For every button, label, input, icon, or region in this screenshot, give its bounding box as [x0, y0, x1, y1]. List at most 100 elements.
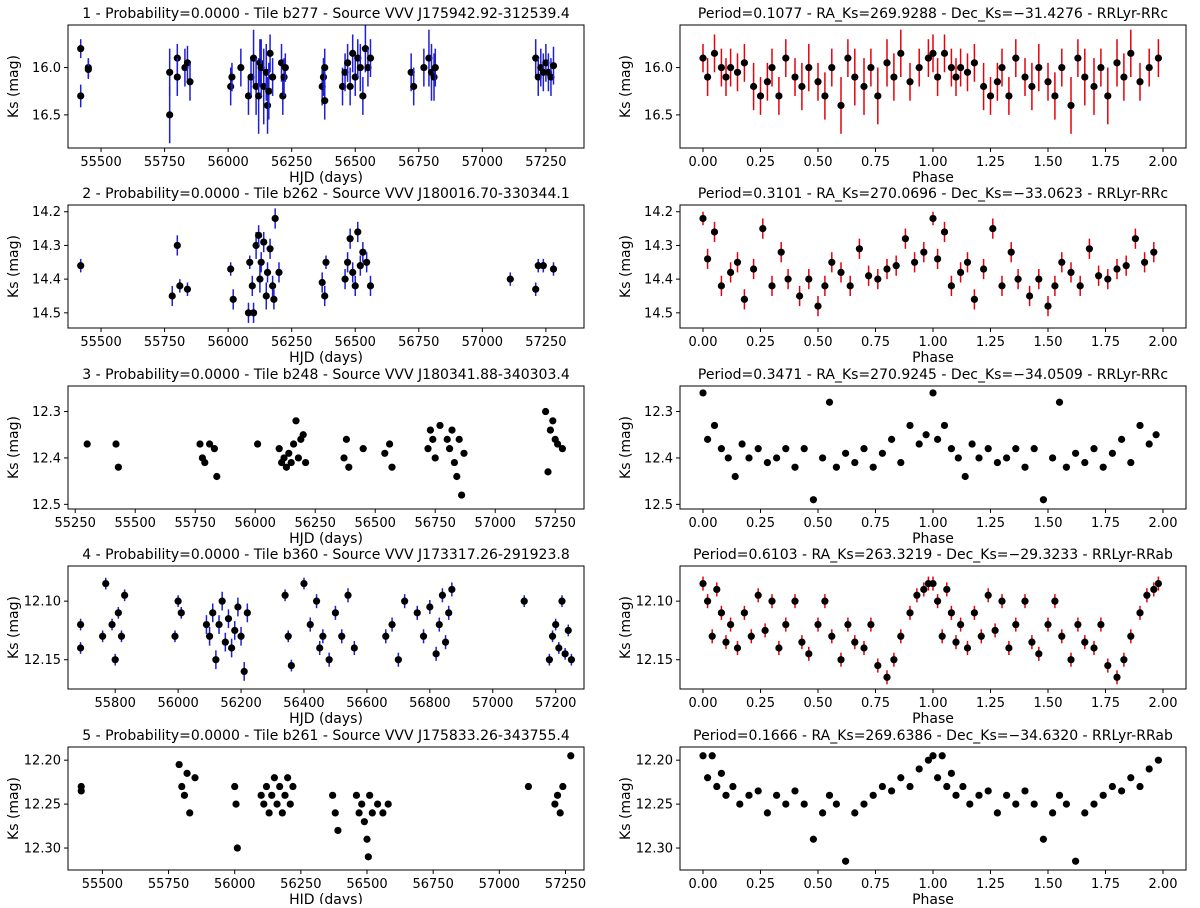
- data-point: [426, 603, 434, 611]
- data-point: [294, 454, 302, 462]
- data-point: [218, 597, 226, 605]
- data-point: [233, 844, 241, 852]
- x-tick-label: 57250: [535, 516, 576, 531]
- data-point: [255, 231, 263, 239]
- data-point: [1136, 782, 1144, 791]
- data-point: [745, 454, 753, 462]
- data-point: [915, 63, 923, 72]
- data-point: [874, 661, 882, 670]
- data-point: [906, 609, 914, 617]
- data-point: [191, 774, 199, 782]
- data-point: [545, 656, 553, 664]
- data-point: [943, 782, 951, 791]
- data-point: [888, 435, 896, 443]
- data-point: [851, 809, 859, 817]
- data-point: [968, 440, 976, 448]
- data-point: [1154, 579, 1162, 588]
- data-point: [993, 809, 1002, 817]
- data-point: [809, 496, 818, 504]
- x-tick-label: 1.00: [919, 335, 948, 350]
- data-point: [539, 262, 547, 270]
- data-point: [869, 463, 877, 471]
- data-point: [1118, 787, 1126, 795]
- chart-panel-1-lc: 1 - Probability=0.0000 - Tile b277 - Sou…: [6, 6, 585, 186]
- data-point: [775, 92, 783, 100]
- data-point: [959, 782, 967, 791]
- data-point: [321, 97, 329, 105]
- data-point: [952, 638, 960, 646]
- data-point: [759, 224, 767, 233]
- data-point: [733, 644, 742, 652]
- data-point: [717, 445, 726, 453]
- data-point: [558, 445, 567, 453]
- x-tick-label: 56250: [280, 877, 321, 892]
- data-point: [231, 782, 239, 791]
- data-point: [201, 458, 209, 467]
- data-point: [966, 800, 974, 808]
- x-tick-label: 0.00: [689, 877, 718, 892]
- data-point: [717, 63, 726, 72]
- data-point: [344, 59, 352, 67]
- data-point: [731, 472, 739, 481]
- data-point: [842, 449, 850, 457]
- data-point: [520, 597, 528, 605]
- data-point: [791, 597, 799, 605]
- data-point: [552, 620, 560, 629]
- data-point: [1067, 268, 1075, 276]
- x-tick-label: 56750: [415, 516, 456, 531]
- data-point: [292, 417, 300, 425]
- data-point: [364, 853, 372, 861]
- data-point: [710, 421, 719, 430]
- data-point: [761, 626, 769, 635]
- data-point: [934, 597, 942, 605]
- data-point: [460, 449, 468, 457]
- data-point: [1145, 765, 1153, 773]
- data-point: [1154, 756, 1162, 764]
- x-tick-label: 55750: [144, 155, 185, 170]
- data-point: [940, 49, 949, 57]
- x-tick-label: 57000: [462, 155, 503, 170]
- data-point: [980, 82, 988, 91]
- data-point: [952, 791, 960, 799]
- data-point: [318, 278, 326, 287]
- data-point: [1003, 454, 1011, 462]
- data-point: [957, 620, 965, 629]
- data-point: [166, 68, 174, 76]
- x-tick-label: 1.75: [1091, 155, 1120, 170]
- data-point: [754, 787, 762, 795]
- data-point: [1127, 49, 1135, 57]
- x-tick-label: 56750: [398, 155, 439, 170]
- data-point: [269, 282, 277, 290]
- data-point: [1141, 258, 1149, 266]
- data-point: [768, 63, 776, 72]
- data-point: [883, 265, 891, 273]
- data-point: [878, 782, 887, 791]
- data-point: [281, 63, 289, 72]
- y-tick-label: 14.4: [32, 273, 61, 288]
- data-point: [338, 632, 346, 640]
- data-point: [237, 632, 245, 640]
- x-tick-label: 1.75: [1091, 516, 1120, 531]
- y-tick-label: 12.3: [32, 405, 61, 420]
- data-point: [1118, 435, 1126, 443]
- data-points: [76, 577, 576, 681]
- data-point: [957, 268, 965, 276]
- y-tick-label: 12.15: [636, 653, 673, 668]
- data-point: [1136, 421, 1144, 430]
- chart-title: 3 - Probability=0.0000 - Tile b248 - Sou…: [82, 367, 570, 383]
- data-point: [555, 644, 563, 652]
- data-point: [176, 282, 184, 290]
- data-point: [355, 809, 363, 817]
- x-tick-label: 1.00: [919, 696, 948, 711]
- data-point: [266, 49, 274, 57]
- x-tick-label: 1.50: [1034, 696, 1063, 711]
- x-tick-label: 56250: [271, 335, 312, 350]
- chart-panel-4-lc: 4 - Probability=0.0000 - Tile b360 - Sou…: [6, 547, 585, 727]
- data-point: [359, 92, 367, 100]
- data-point: [1090, 445, 1098, 453]
- data-point: [394, 656, 402, 664]
- data-point: [108, 620, 116, 629]
- data-point: [704, 255, 712, 263]
- data-point: [549, 62, 558, 70]
